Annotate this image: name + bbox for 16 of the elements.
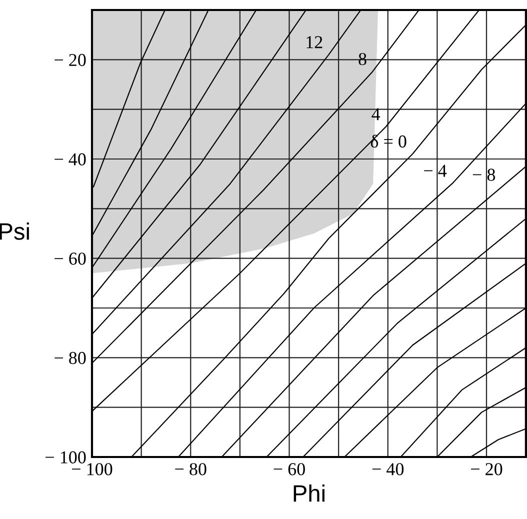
x-tick-label: − 20 bbox=[471, 463, 502, 476]
y-tick-label: − 20 bbox=[54, 54, 86, 66]
annotation: − 8 bbox=[472, 168, 496, 181]
y-tick-label: − 80 bbox=[54, 352, 86, 364]
y-tick-label: − 100 bbox=[46, 451, 86, 464]
x-tick-label: − 100 bbox=[72, 463, 112, 476]
y-axis-title: Psi bbox=[0, 222, 29, 240]
x-tick-label: − 40 bbox=[372, 463, 404, 476]
x-tick-label: − 60 bbox=[274, 463, 305, 476]
annotation: 12 bbox=[306, 36, 322, 48]
annotation: − 4 bbox=[424, 164, 447, 177]
y-tick-label: − 40 bbox=[54, 153, 86, 166]
y-tick-label: − 60 bbox=[54, 252, 86, 265]
x-axis-title: Phi bbox=[294, 484, 324, 502]
annotation: 4 bbox=[372, 108, 380, 120]
x-tick-label: − 80 bbox=[175, 463, 206, 476]
